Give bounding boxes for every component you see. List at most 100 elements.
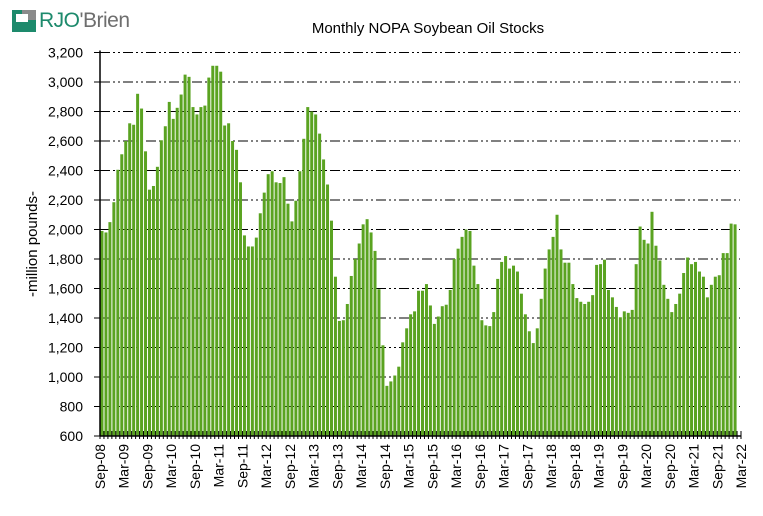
x-tick-label: Sep-08 [92, 444, 108, 489]
y-tick-label: 2,800 [48, 104, 83, 120]
bar [104, 232, 108, 436]
bar [116, 169, 120, 436]
bar [274, 182, 278, 436]
bar [575, 298, 579, 436]
logo-text-brien: 'Brien [79, 9, 131, 32]
bar [488, 326, 492, 436]
bar [242, 235, 246, 436]
bar [480, 320, 484, 436]
bar [603, 259, 607, 436]
bar [298, 171, 302, 437]
bar [159, 140, 163, 436]
bar [266, 174, 270, 436]
bar [559, 249, 563, 436]
bar [294, 200, 298, 436]
bar [199, 107, 203, 436]
x-tick-label: Sep-10 [187, 444, 203, 489]
bar [258, 213, 262, 436]
bar [444, 304, 448, 436]
x-tick-label: Mar-13 [306, 444, 322, 489]
bar [638, 226, 642, 436]
bar [306, 107, 310, 436]
bar [413, 311, 417, 436]
bar [579, 301, 583, 436]
bar [361, 224, 365, 436]
bar [393, 375, 397, 436]
bar [282, 177, 286, 436]
bar [464, 229, 468, 436]
bar [179, 94, 183, 436]
bar [207, 77, 211, 436]
x-tick-label: Mar-15 [401, 444, 417, 489]
bar [432, 323, 436, 436]
bar [231, 141, 235, 436]
bar [337, 320, 341, 436]
x-tick-label: Mar-18 [543, 444, 559, 489]
bar [401, 342, 405, 436]
bar [353, 259, 357, 436]
bar [515, 271, 519, 436]
bar [183, 74, 187, 436]
bar [583, 303, 587, 436]
x-tick-label: Mar-14 [353, 444, 369, 489]
chart-title: Monthly NOPA Soybean Oil Stocks [312, 20, 544, 37]
x-tick-label: Sep-17 [519, 444, 535, 489]
x-tick-label: Mar-19 [591, 444, 607, 489]
y-tick-label: 1,600 [48, 281, 83, 297]
bar [701, 276, 705, 436]
bar [377, 289, 381, 436]
bar [717, 275, 721, 436]
bar [326, 184, 330, 436]
bar [567, 262, 571, 436]
bar [460, 236, 464, 436]
bar [144, 151, 148, 436]
bar [527, 331, 531, 436]
bar [682, 273, 686, 436]
bar [674, 303, 678, 436]
x-tick-label: Sep-21 [709, 444, 725, 489]
bar [456, 248, 460, 436]
bar [721, 253, 725, 436]
bar [606, 289, 610, 436]
bar [551, 236, 555, 436]
bar [333, 276, 337, 436]
bar [563, 262, 567, 436]
bar [428, 305, 432, 436]
bar [519, 293, 523, 436]
y-tick-label: 3,200 [48, 45, 83, 61]
bar [163, 126, 167, 436]
x-tick-label: Mar-17 [496, 444, 512, 489]
bar [543, 268, 547, 436]
x-tick-label: Mar-22 [733, 444, 749, 489]
bar [694, 261, 698, 436]
bar [254, 237, 258, 436]
bar [389, 381, 393, 436]
bar [215, 65, 219, 437]
bar [219, 71, 223, 437]
bar [618, 317, 622, 436]
bar [709, 284, 713, 436]
bar [345, 303, 349, 436]
x-tick-label: Sep-14 [377, 444, 393, 489]
bar [175, 107, 179, 436]
bar [500, 261, 504, 436]
bars [100, 65, 737, 437]
bar [595, 264, 599, 436]
bar [167, 101, 171, 436]
rjo-brien-logo: RJO'Brien [12, 8, 130, 34]
bar [270, 171, 274, 437]
bar [349, 275, 353, 436]
x-tick-label: Mar-11 [211, 444, 227, 488]
bar [626, 312, 630, 436]
bar [302, 138, 306, 436]
bar [440, 306, 444, 436]
bar [535, 328, 539, 436]
bar [187, 76, 191, 437]
bar [476, 284, 480, 436]
bar [124, 141, 128, 436]
bar [468, 230, 472, 436]
bar [250, 246, 254, 436]
y-axis-label: -million pounds- [24, 191, 41, 297]
bar [238, 182, 242, 436]
